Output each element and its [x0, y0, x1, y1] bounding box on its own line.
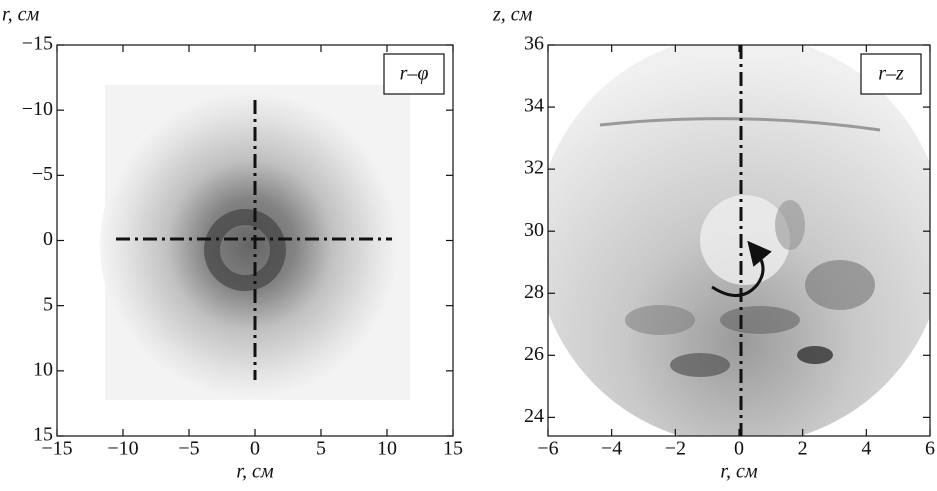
- y-tick-label: 5: [43, 293, 53, 315]
- y-tick-label: −10: [22, 98, 53, 120]
- image-rphi: [100, 85, 410, 400]
- y-tick-label: 28: [524, 281, 544, 303]
- y-tick-label: 24: [524, 405, 544, 427]
- x-tick-label: −2: [665, 438, 686, 460]
- x-axis-label: r, см: [720, 461, 757, 483]
- x-axis-label: r, см: [236, 461, 273, 483]
- image-rz: [535, 35, 937, 445]
- x-tick-label: 4: [861, 438, 871, 460]
- panel-label: r–z: [878, 63, 904, 85]
- x-tick-label: 15: [443, 438, 463, 460]
- x-tick-label: −6: [537, 438, 558, 460]
- y-tick-label: 0: [43, 228, 53, 250]
- y-tick-label: 34: [524, 95, 544, 117]
- x-tick-label: 2: [798, 438, 808, 460]
- x-tick-label: −4: [601, 438, 622, 460]
- x-tick-label: 6: [925, 438, 935, 460]
- y-tick-label: −5: [32, 163, 53, 185]
- y-tick-label: −15: [22, 33, 53, 55]
- x-tick-label: 0: [250, 438, 260, 460]
- y-tick-label: 10: [33, 358, 53, 380]
- y-tick-label: 36: [524, 33, 544, 55]
- y-tick-label: 15: [33, 424, 53, 446]
- figure: −15−10−5051015−15−10−5051015r, смr, смr–…: [0, 0, 937, 491]
- x-tick-label: 0: [734, 438, 744, 460]
- panel-label: r–φ: [400, 63, 429, 85]
- x-tick-label: −5: [178, 438, 199, 460]
- y-axis-label: z, см: [492, 4, 533, 26]
- y-axis-label: r, см: [2, 4, 39, 26]
- y-tick-label: 32: [524, 157, 544, 179]
- x-tick-label: 5: [316, 438, 326, 460]
- x-tick-label: −10: [107, 438, 138, 460]
- x-tick-label: 10: [377, 438, 397, 460]
- y-tick-label: 26: [524, 343, 544, 365]
- y-tick-label: 30: [524, 219, 544, 241]
